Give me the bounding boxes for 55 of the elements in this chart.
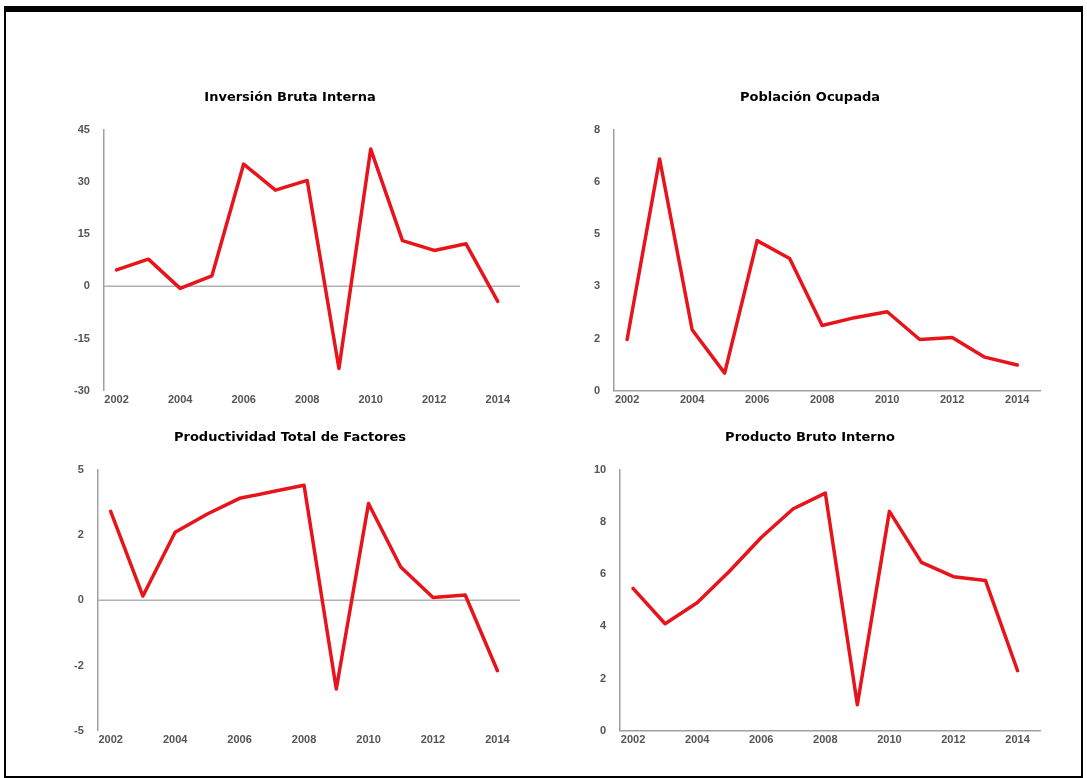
y-tick-label: -15 <box>73 331 90 344</box>
y-tick-label: 5 <box>77 462 84 475</box>
x-tick-label: 2014 <box>485 733 511 746</box>
y-tick-label: 0 <box>77 593 84 606</box>
y-tick-label: 8 <box>600 514 607 527</box>
y-tick-label: 2 <box>600 671 607 684</box>
y-tick-label: 0 <box>600 723 607 736</box>
x-tick-label: 2006 <box>744 393 770 406</box>
chart-title: Producto Bruto Interno <box>725 429 895 445</box>
x-tick-label: 2010 <box>877 733 902 746</box>
x-tick-label: 2006 <box>748 733 774 746</box>
x-tick-label: 2014 <box>1005 733 1031 746</box>
x-tick-label: 2014 <box>1005 393 1031 406</box>
y-tick-label: 10 <box>593 462 607 475</box>
y-tick-label: 8 <box>593 122 601 135</box>
chart-title: Productividad Total de Factores <box>173 429 407 445</box>
chart-title: Población Ocupada <box>739 89 881 105</box>
y-tick-label: 45 <box>77 122 90 135</box>
y-tick-label: 4 <box>600 619 608 632</box>
x-tick-label: 2004 <box>167 393 194 406</box>
x-tick-label: 2014 <box>485 393 511 406</box>
y-tick-label: 0 <box>593 383 601 396</box>
x-tick-label: 2010 <box>356 733 381 746</box>
y-tick-label: -2 <box>74 658 84 671</box>
y-tick-label: 6 <box>600 567 607 580</box>
y-tick-label: 3 <box>593 279 601 292</box>
x-tick-label: 2012 <box>422 393 447 406</box>
y-tick-label: 15 <box>77 227 90 240</box>
x-tick-label: 2008 <box>294 393 320 406</box>
y-tick-label: 6 <box>593 174 601 187</box>
x-tick-label: 2008 <box>813 733 838 746</box>
x-tick-label: 2008 <box>809 393 835 406</box>
y-tick-label: -5 <box>74 723 84 736</box>
x-tick-label: 2006 <box>227 733 252 746</box>
x-tick-label: 2002 <box>104 393 129 406</box>
y-tick-label: 5 <box>593 227 601 240</box>
chart-title: Inversión Bruta Interna <box>204 89 376 105</box>
x-tick-label: 2006 <box>231 393 256 406</box>
y-tick-label: 2 <box>77 527 84 540</box>
y-tick-label: 0 <box>83 279 90 292</box>
x-tick-label: 2004 <box>684 733 711 746</box>
x-tick-label: 2004 <box>679 393 706 406</box>
x-tick-label: 2002 <box>614 393 640 406</box>
y-tick-label: 30 <box>77 174 90 187</box>
x-tick-label: 2004 <box>162 733 189 746</box>
x-tick-label: 2002 <box>620 733 646 746</box>
x-tick-label: 2010 <box>358 393 383 406</box>
x-tick-label: 2002 <box>98 733 123 746</box>
x-tick-label: 2010 <box>874 393 900 406</box>
x-tick-label: 2012 <box>941 733 966 746</box>
x-tick-label: 2012 <box>939 393 965 406</box>
y-tick-label: 2 <box>593 331 601 344</box>
y-tick-label: -30 <box>73 383 90 396</box>
x-tick-label: 2008 <box>291 733 317 746</box>
x-tick-label: 2012 <box>420 733 446 746</box>
